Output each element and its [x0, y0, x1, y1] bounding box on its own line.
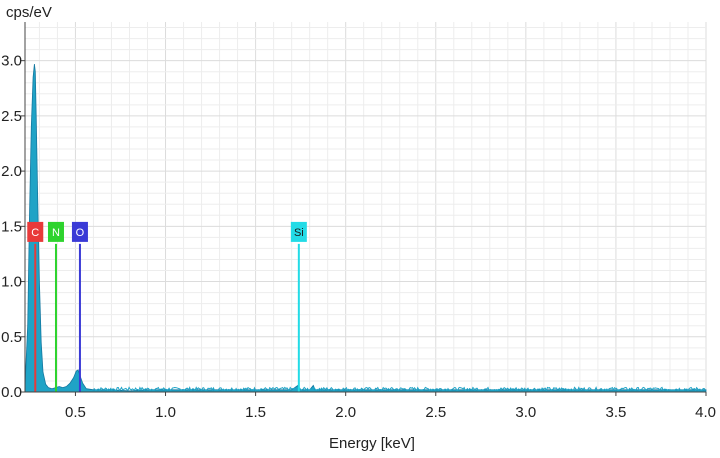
element-label-box-si: [290, 221, 307, 242]
element-label-box-c: [27, 221, 44, 242]
x-tick-label: 4.0: [695, 404, 716, 421]
y-tick-label: 3.0: [1, 53, 22, 70]
y-tick-label: 1.5: [1, 218, 22, 235]
x-tick-label: 3.5: [605, 404, 626, 421]
y-tick-label: 2.0: [1, 163, 22, 180]
element-marker-o: O: [71, 221, 88, 392]
x-tick-label: 2.5: [425, 404, 446, 421]
spectrum-noise: [93, 386, 706, 392]
element-label-o: O: [76, 227, 85, 239]
y-tick-label: 0.0: [1, 384, 22, 401]
x-tick-label: 0.5: [65, 404, 86, 421]
x-axis-title: Energy [keV]: [329, 435, 415, 452]
element-marker-si: Si: [290, 221, 307, 392]
element-label-box-n: [47, 221, 64, 242]
element-marker-c: C: [27, 221, 44, 392]
spectrum-area: [24, 63, 707, 393]
element-label-n: N: [52, 227, 60, 239]
grid: [25, 22, 707, 392]
x-tick-label: 2.0: [335, 404, 356, 421]
x-tick-label: 1.0: [155, 404, 176, 421]
x-tick-label: 3.0: [515, 404, 536, 421]
element-marker-n: N: [47, 221, 64, 392]
y-tick-label: 1.0: [1, 274, 22, 291]
element-label-si: Si: [294, 227, 304, 239]
element-markers: C N O Si: [27, 221, 307, 392]
y-tick-label: 0.5: [1, 329, 22, 346]
x-tick-label: 1.5: [245, 404, 266, 421]
tick-labels: 0.5 1.0 1.5 2.0 2.5 3.0 3.5 4.0 0.0 0.5 1.0 1.5 2.0 2…: [1, 53, 716, 421]
element-label-c: C: [31, 227, 39, 239]
element-label-box-o: [71, 221, 88, 242]
y-tick-label: 2.5: [1, 108, 22, 125]
y-axis-title: cps/eV: [6, 4, 52, 21]
axes: [24, 22, 706, 393]
